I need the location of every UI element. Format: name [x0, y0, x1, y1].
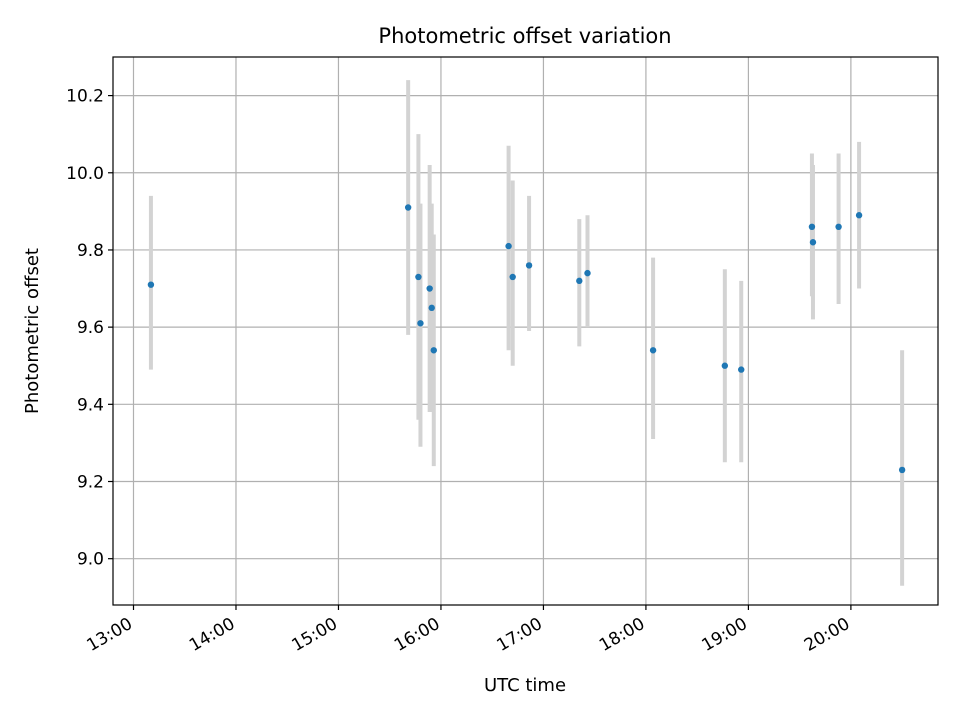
plot-frame: [112, 56, 939, 606]
data-point: [415, 273, 422, 281]
data-point: [898, 466, 906, 474]
chart-title: Photometric offset variation: [378, 24, 671, 48]
y-tick-label: 9.4: [77, 395, 104, 415]
data-point: [428, 304, 435, 312]
y-axis: 9.0 9.2 9.4 9.6 9.8 10.0 10.2: [66, 87, 113, 570]
data-point: [809, 239, 817, 246]
y-axis-label: Photometric offset: [22, 248, 43, 414]
data-point: [505, 242, 512, 250]
y-tick-label: 9.6: [77, 318, 104, 338]
data-point: [584, 269, 591, 277]
y-tick-label: 10.2: [66, 87, 104, 107]
data-point: [649, 347, 657, 354]
data-point: [509, 273, 516, 281]
data-point: [738, 366, 745, 373]
data-point: [404, 204, 412, 211]
data-point: [417, 320, 424, 327]
data-point: [525, 262, 533, 269]
data-point: [855, 212, 863, 219]
y-tick-label: 9.8: [77, 241, 104, 261]
x-axis-label: UTC time: [484, 675, 566, 696]
data-point: [426, 285, 433, 292]
y-tick-label: 10.0: [66, 164, 104, 184]
data-point: [835, 223, 842, 231]
data-point: [721, 362, 729, 369]
data-point: [430, 347, 437, 354]
y-tick-label: 9.0: [77, 550, 104, 570]
data-point: [576, 277, 583, 285]
data-point: [147, 281, 155, 288]
data-points: [147, 204, 906, 474]
data-point: [808, 223, 816, 231]
y-tick-label: 9.2: [77, 473, 104, 493]
grid: [113, 57, 938, 605]
